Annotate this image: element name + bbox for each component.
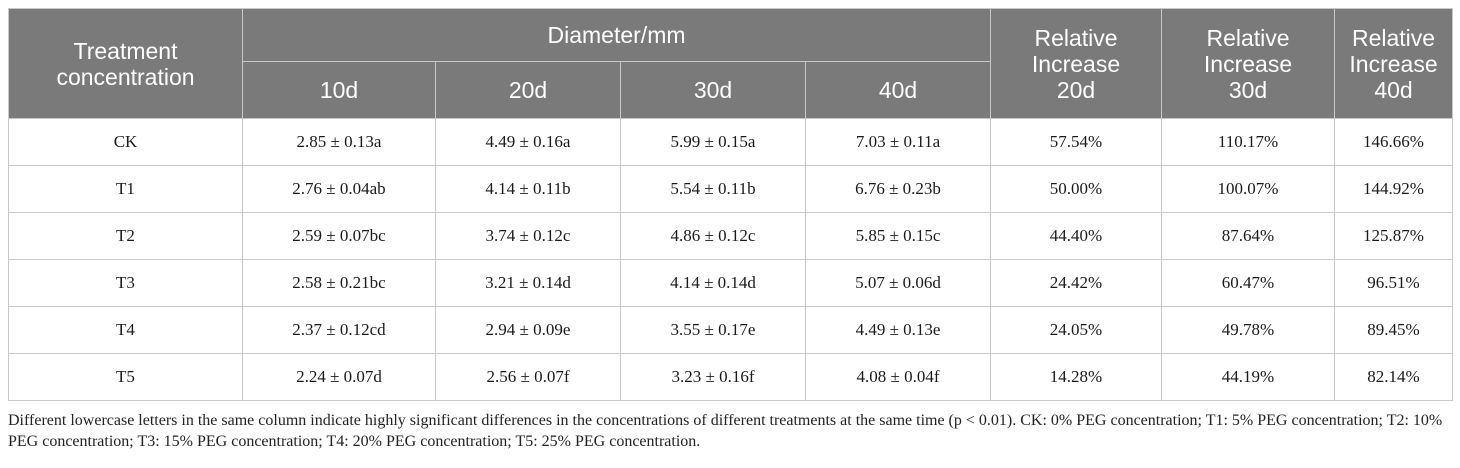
cell-diameter-20d: 4.14 ± 0.11b	[435, 165, 621, 213]
cell-relative-30d: 100.07%	[1161, 165, 1336, 213]
header-treatment: Treatment concentration	[8, 8, 243, 119]
cell-diameter-30d: 3.23 ± 0.16f	[620, 353, 806, 401]
cell-relative-20d: 44.40%	[990, 212, 1163, 260]
cell-relative-30d: 60.47%	[1161, 259, 1336, 307]
cell-relative-40d: 96.51%	[1334, 259, 1454, 307]
cell-relative-40d: 89.45%	[1334, 306, 1454, 354]
cell-diameter-30d: 4.14 ± 0.14d	[620, 259, 806, 307]
header-day-10: 10d	[242, 61, 436, 119]
header-day-30: 30d	[620, 61, 806, 119]
cell-diameter-10d: 2.58 ± 0.21bc	[242, 259, 436, 307]
cell-diameter-30d: 5.54 ± 0.11b	[620, 165, 806, 213]
cell-diameter-20d: 2.56 ± 0.07f	[435, 353, 621, 401]
cell-relative-20d: 14.28%	[990, 353, 1163, 401]
cell-relative-40d: 146.66%	[1334, 118, 1454, 166]
cell-relative-40d: 125.87%	[1334, 212, 1454, 260]
cell-relative-30d: 44.19%	[1161, 353, 1336, 401]
table-header: Treatment concentration Diameter/mm Rela…	[8, 8, 1454, 119]
cell-diameter-10d: 2.85 ± 0.13a	[242, 118, 436, 166]
cell-diameter-20d: 3.21 ± 0.14d	[435, 259, 621, 307]
cell-relative-30d: 49.78%	[1161, 306, 1336, 354]
cell-diameter-20d: 3.74 ± 0.12c	[435, 212, 621, 260]
cell-diameter-40d: 6.76 ± 0.23b	[804, 165, 992, 213]
cell-relative-30d: 110.17%	[1161, 118, 1336, 166]
cell-diameter-20d: 2.94 ± 0.09e	[435, 306, 621, 354]
cell-relative-30d: 87.64%	[1161, 212, 1336, 260]
table-row: T1 2.76 ± 0.04ab 4.14 ± 0.11b 5.54 ± 0.1…	[8, 165, 1454, 213]
cell-treatment: T5	[8, 353, 243, 401]
table-row: T4 2.37 ± 0.12cd 2.94 ± 0.09e 3.55 ± 0.1…	[8, 306, 1454, 354]
table-row: CK 2.85 ± 0.13a 4.49 ± 0.16a 5.99 ± 0.15…	[8, 118, 1454, 166]
cell-diameter-40d: 7.03 ± 0.11a	[804, 118, 992, 166]
header-relative-increase-30d: Relative Increase 30d	[1161, 8, 1336, 119]
cell-treatment: T1	[8, 165, 243, 213]
cell-treatment: T2	[8, 212, 243, 260]
table-row: T2 2.59 ± 0.07bc 3.74 ± 0.12c 4.86 ± 0.1…	[8, 212, 1454, 260]
cell-diameter-30d: 5.99 ± 0.15a	[620, 118, 806, 166]
cell-relative-20d: 50.00%	[990, 165, 1163, 213]
cell-relative-40d: 82.14%	[1334, 353, 1454, 401]
table-body: CK 2.85 ± 0.13a 4.49 ± 0.16a 5.99 ± 0.15…	[8, 118, 1454, 401]
cell-relative-40d: 144.92%	[1334, 165, 1454, 213]
cell-diameter-10d: 2.59 ± 0.07bc	[242, 212, 436, 260]
cell-relative-20d: 24.42%	[990, 259, 1163, 307]
cell-relative-20d: 57.54%	[990, 118, 1163, 166]
cell-diameter-40d: 5.85 ± 0.15c	[804, 212, 992, 260]
header-relative-increase-20d: Relative Increase 20d	[990, 8, 1163, 119]
header-row-days: 10d 20d 30d 40d	[9, 61, 1453, 119]
table-row: T3 2.58 ± 0.21bc 3.21 ± 0.14d 4.14 ± 0.1…	[8, 259, 1454, 307]
header-relative-increase-40d: Relative Increase 40d	[1334, 8, 1454, 119]
cell-diameter-10d: 2.76 ± 0.04ab	[242, 165, 436, 213]
diameter-table: Treatment concentration Diameter/mm Rela…	[8, 8, 1454, 401]
header-day-20: 20d	[435, 61, 621, 119]
cell-diameter-30d: 4.86 ± 0.12c	[620, 212, 806, 260]
cell-diameter-10d: 2.37 ± 0.12cd	[242, 306, 436, 354]
cell-treatment: CK	[8, 118, 243, 166]
cell-diameter-30d: 3.55 ± 0.17e	[620, 306, 806, 354]
header-diameter-group: Diameter/mm	[241, 8, 992, 62]
cell-diameter-10d: 2.24 ± 0.07d	[242, 353, 436, 401]
table-row: T5 2.24 ± 0.07d 2.56 ± 0.07f 3.23 ± 0.16…	[8, 353, 1454, 401]
cell-diameter-40d: 5.07 ± 0.06d	[804, 259, 992, 307]
cell-treatment: T3	[8, 259, 243, 307]
cell-treatment: T4	[8, 306, 243, 354]
header-day-40: 40d	[804, 61, 992, 119]
cell-diameter-20d: 4.49 ± 0.16a	[435, 118, 621, 166]
table-footnote: Different lowercase letters in the same …	[8, 412, 1443, 450]
cell-diameter-40d: 4.49 ± 0.13e	[804, 306, 992, 354]
cell-diameter-40d: 4.08 ± 0.04f	[804, 353, 992, 401]
table-container: Treatment concentration Diameter/mm Rela…	[8, 8, 1454, 452]
header-row-top: Treatment concentration Diameter/mm Rela…	[8, 8, 1454, 119]
cell-relative-20d: 24.05%	[990, 306, 1163, 354]
